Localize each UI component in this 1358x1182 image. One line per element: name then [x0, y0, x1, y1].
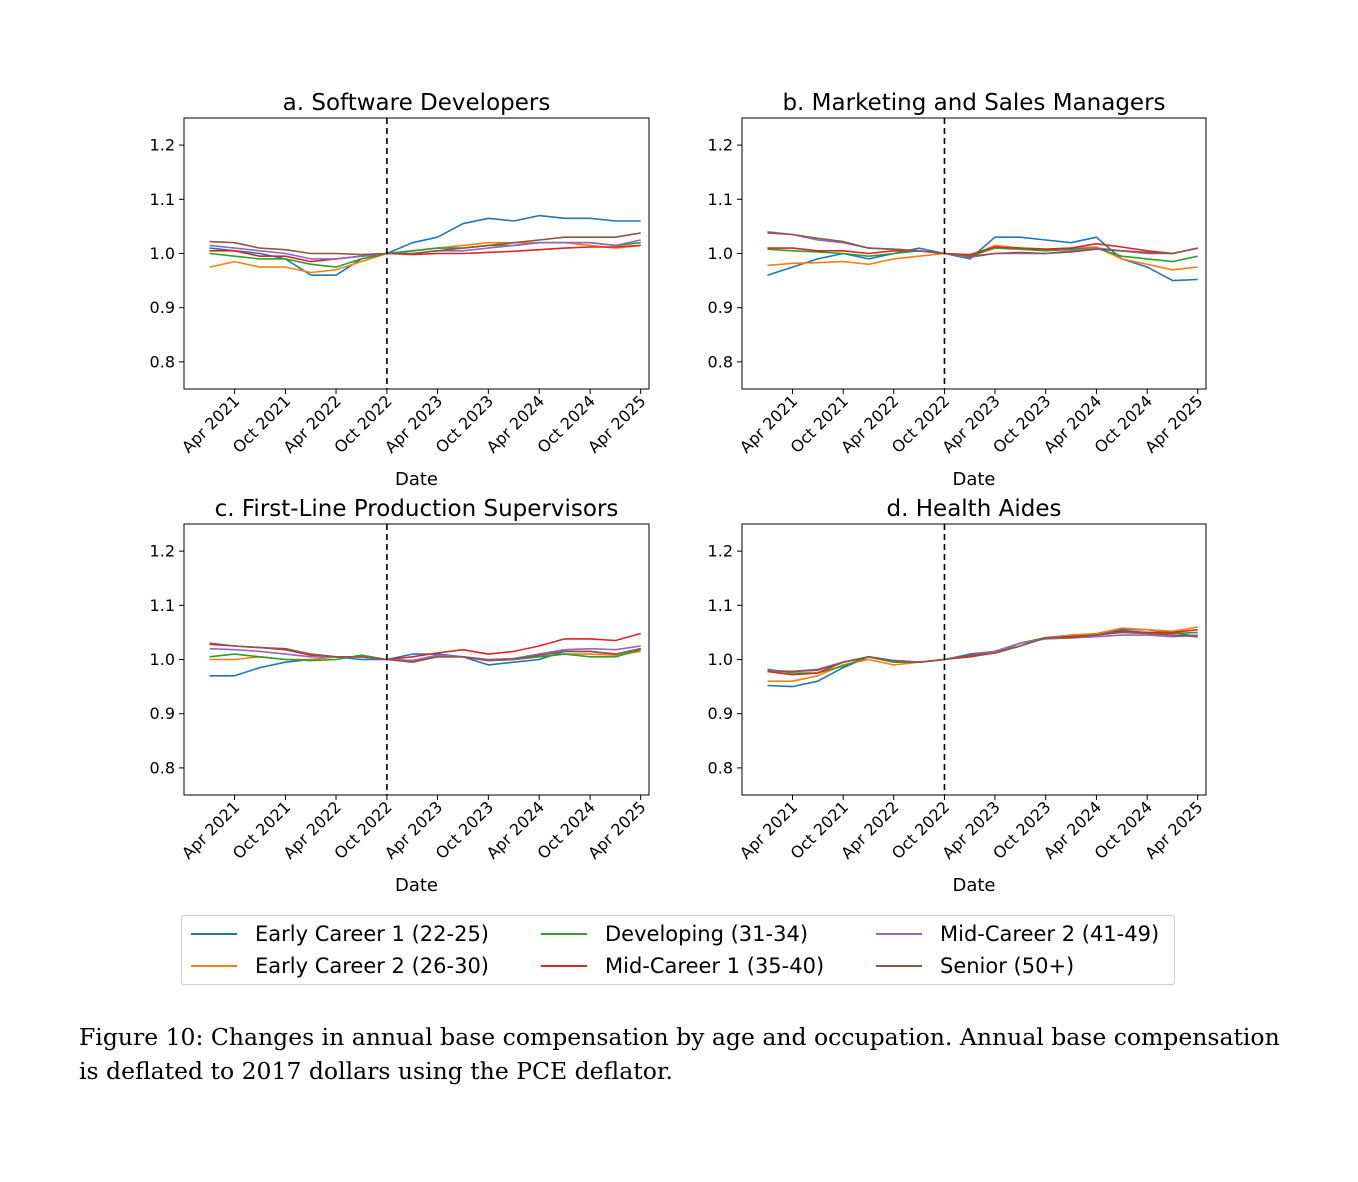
series-line: [209, 244, 641, 263]
legend-item: Developing (31-34): [541, 919, 808, 949]
legend-label: Developing (31-34): [605, 922, 809, 946]
y-tick-label: 0.9: [150, 298, 175, 317]
legend-swatch: [191, 933, 237, 935]
y-tick-label: 1.2: [150, 542, 175, 561]
x-axis-label: Date: [395, 875, 438, 896]
panel-title: a. Software Developers: [283, 90, 551, 116]
y-tick-label: 0.8: [708, 352, 733, 371]
plot-frame: [741, 523, 1207, 796]
legend-swatch: [876, 933, 922, 935]
legend-item: Early Career 1 (22-25): [191, 919, 489, 949]
y-tick-label: 0.8: [708, 758, 733, 777]
y-tick-label: 1.0: [150, 244, 175, 263]
legend-item: Mid-Career 1 (35-40): [541, 951, 824, 981]
series-line: [209, 645, 641, 662]
legend-label: Early Career 1 (22-25): [255, 922, 490, 946]
x-axis-label: Date: [952, 875, 995, 896]
plot-frame: [183, 523, 650, 796]
panel-title: c. First-Line Production Supervisors: [215, 496, 619, 522]
series-line: [209, 241, 641, 268]
y-tick-label: 0.8: [150, 352, 175, 371]
legend: Early Career 1 (22-25) Developing (31-34…: [181, 915, 1175, 985]
panel-title: b. Marketing and Sales Managers: [782, 90, 1165, 116]
y-tick-label: 0.9: [708, 298, 733, 317]
legend-item: Senior (50+): [876, 951, 1074, 981]
panel-title: d. Health Aides: [887, 496, 1062, 522]
y-tick-label: 1.2: [708, 136, 733, 155]
y-tick-label: 1.0: [708, 650, 733, 669]
legend-item: Early Career 2 (26-30): [191, 951, 489, 981]
series-line: [767, 628, 1198, 688]
series-line: [767, 631, 1198, 673]
x-axis-label: Date: [395, 469, 438, 490]
series-line: [209, 214, 641, 277]
legend-label: Senior (50+): [940, 954, 1075, 978]
y-tick-label: 1.0: [150, 650, 175, 669]
y-tick-label: 1.1: [708, 596, 733, 615]
plot-frame: [741, 117, 1207, 390]
y-tick-label: 0.8: [150, 758, 175, 777]
y-tick-label: 1.1: [150, 190, 175, 209]
series-line: [767, 247, 1198, 263]
x-axis-label: Date: [952, 469, 995, 490]
series-line: [209, 642, 641, 664]
y-tick-label: 0.9: [150, 704, 175, 723]
legend-label: Mid-Career 1 (35-40): [605, 954, 825, 978]
series-line: [767, 232, 1198, 258]
y-tick-label: 1.1: [708, 190, 733, 209]
legend-swatch: [541, 933, 587, 935]
y-tick-label: 1.1: [150, 596, 175, 615]
legend-swatch: [191, 965, 237, 967]
legend-swatch: [541, 965, 587, 967]
series-line: [767, 242, 1198, 256]
y-tick-label: 0.9: [708, 704, 733, 723]
y-tick-label: 1.0: [708, 244, 733, 263]
figure-panels: a. Software Developers0.80.91.01.11.2Apr…: [150, 90, 1207, 896]
series-line: [209, 632, 641, 661]
series-line: [209, 232, 641, 256]
y-tick-label: 1.2: [708, 542, 733, 561]
series-line: [767, 236, 1198, 282]
plot-frame: [183, 117, 650, 390]
legend-swatch: [876, 965, 922, 967]
legend-item: Mid-Career 2 (41-49): [876, 919, 1159, 949]
figure-caption: Figure 10: Changes in annual base compen…: [79, 1023, 1280, 1085]
legend-label: Early Career 2 (26-30): [255, 954, 490, 978]
legend-label: Mid-Career 2 (41-49): [940, 922, 1160, 946]
y-tick-label: 1.2: [150, 136, 175, 155]
